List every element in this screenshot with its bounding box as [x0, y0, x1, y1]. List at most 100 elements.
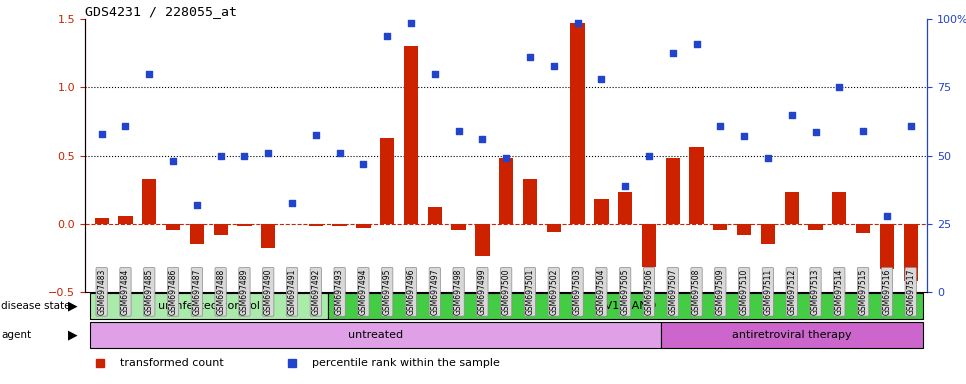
Point	[832, 84, 847, 91]
Point	[879, 212, 895, 218]
Point	[284, 200, 299, 206]
Text: agent: agent	[1, 330, 31, 340]
Text: ▶: ▶	[68, 329, 77, 341]
Bar	[618, 192, 633, 223]
Point	[736, 133, 752, 139]
Point	[189, 202, 205, 208]
Bar	[737, 223, 752, 235]
Text: GSM697492: GSM697492	[311, 269, 321, 315]
Point	[380, 33, 395, 39]
Bar	[856, 223, 870, 233]
Text: percentile rank within the sample: percentile rank within the sample	[312, 358, 500, 368]
Text: GSM697484: GSM697484	[121, 269, 130, 315]
Text: GSM697513: GSM697513	[811, 269, 820, 315]
Text: HIV1-HAND: HIV1-HAND	[593, 301, 657, 311]
Text: GDS4231 / 228055_at: GDS4231 / 228055_at	[85, 5, 237, 18]
Point	[261, 150, 276, 156]
Text: GSM697498: GSM697498	[454, 269, 463, 315]
Bar	[713, 223, 727, 230]
Bar	[189, 223, 204, 244]
Bar	[309, 223, 323, 227]
Point	[165, 158, 181, 164]
Point	[903, 122, 919, 129]
Text: GSM697487: GSM697487	[192, 269, 201, 315]
Text: GSM697497: GSM697497	[430, 268, 440, 315]
Point	[760, 155, 776, 161]
Text: GSM697510: GSM697510	[740, 269, 749, 315]
Text: GSM697494: GSM697494	[359, 268, 368, 315]
Point	[237, 152, 252, 159]
Bar	[356, 223, 371, 228]
Bar	[832, 192, 846, 223]
Bar	[809, 223, 823, 230]
Text: uninfected control: uninfected control	[157, 301, 260, 311]
Point	[332, 150, 348, 156]
Point	[784, 112, 800, 118]
Bar	[142, 179, 156, 223]
Point	[308, 132, 324, 138]
Text: GSM697500: GSM697500	[501, 268, 511, 315]
Bar	[571, 23, 584, 223]
Text: GSM697491: GSM697491	[288, 269, 297, 315]
Point	[855, 128, 870, 134]
Point	[142, 71, 157, 77]
Bar	[523, 179, 537, 223]
Text: GSM697504: GSM697504	[597, 268, 606, 315]
Point	[641, 152, 657, 159]
Text: ▶: ▶	[68, 300, 77, 313]
Text: antiretroviral therapy: antiretroviral therapy	[732, 330, 852, 340]
Text: GSM697489: GSM697489	[240, 269, 249, 315]
Text: GSM697490: GSM697490	[264, 268, 272, 315]
Bar	[327, 293, 923, 319]
Text: GSM697512: GSM697512	[787, 269, 796, 315]
Point	[594, 76, 610, 82]
Bar	[166, 223, 181, 230]
Text: GSM697508: GSM697508	[692, 269, 701, 315]
Point	[546, 63, 561, 69]
Point	[118, 122, 133, 129]
Point	[665, 50, 680, 56]
Text: untreated: untreated	[348, 330, 403, 340]
Text: GSM697517: GSM697517	[906, 269, 915, 315]
Text: GSM697483: GSM697483	[98, 269, 106, 315]
Text: GSM697516: GSM697516	[882, 269, 892, 315]
Point	[713, 122, 728, 129]
Text: GSM697507: GSM697507	[668, 268, 677, 315]
Bar	[404, 46, 418, 223]
Point	[689, 41, 704, 47]
Text: GSM697501: GSM697501	[526, 269, 534, 315]
Text: GSM697499: GSM697499	[478, 268, 487, 315]
Bar	[761, 223, 775, 244]
Bar	[499, 158, 513, 223]
Text: GSM697502: GSM697502	[550, 269, 558, 315]
Point	[808, 129, 823, 136]
Bar	[661, 322, 923, 348]
Bar	[428, 207, 441, 223]
Bar	[903, 223, 918, 281]
Bar	[451, 223, 466, 230]
Text: GSM697503: GSM697503	[573, 268, 582, 315]
Point	[523, 54, 538, 60]
Bar	[261, 223, 275, 248]
Text: disease state: disease state	[1, 301, 71, 311]
Point	[427, 71, 442, 77]
Bar	[90, 293, 327, 319]
Bar	[666, 158, 680, 223]
Text: GSM697493: GSM697493	[335, 268, 344, 315]
Point	[94, 131, 109, 137]
Point	[403, 20, 418, 26]
Point	[355, 161, 371, 167]
Text: GSM697485: GSM697485	[145, 269, 154, 315]
Bar	[690, 147, 703, 223]
Point	[213, 152, 228, 159]
Bar	[594, 199, 609, 223]
Text: GSM697511: GSM697511	[763, 269, 773, 315]
Bar	[380, 138, 394, 223]
Bar	[641, 223, 656, 267]
Text: GSM697505: GSM697505	[621, 268, 630, 315]
Text: transformed count: transformed count	[121, 358, 224, 368]
Text: GSM697495: GSM697495	[383, 268, 391, 315]
Bar	[880, 223, 895, 269]
Bar	[547, 223, 561, 232]
Text: GSM697496: GSM697496	[407, 268, 415, 315]
